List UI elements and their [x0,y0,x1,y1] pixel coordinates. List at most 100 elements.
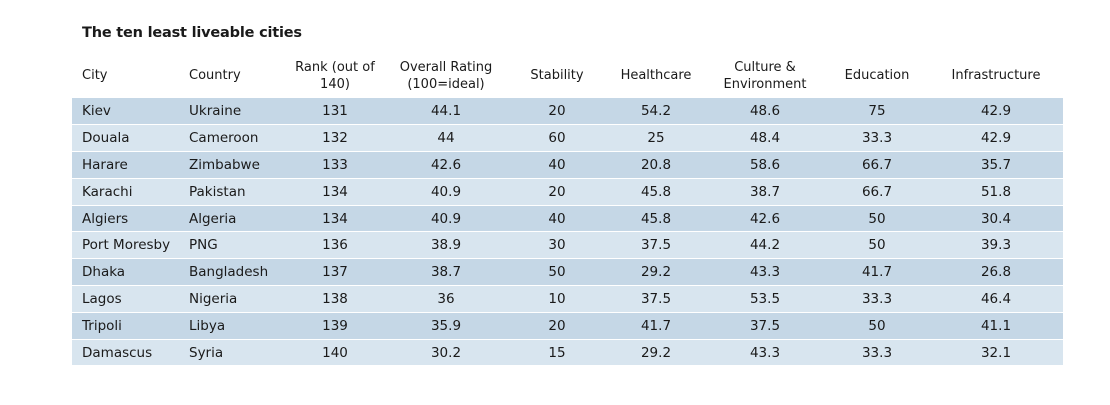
column-header-text: Stability [530,68,584,83]
table-cell-healthcare: 41.7 [607,312,705,340]
table-cell-culture-environment: 48.6 [705,98,825,126]
table-cell-city: Harare [72,151,179,179]
table-cell-city: Damascus [72,339,179,367]
table-cell-stability: 60 [507,124,607,153]
table-cell-overall-rating: 38.7 [385,258,507,287]
table-cell-country: Libya [179,312,285,340]
table-body: Kiev Ukraine 131 44.1 20 54.2 48.6 75 42.9 Douala… [72,98,1063,367]
table-cell-overall-rating: 44 [385,124,507,153]
table-row: Tripoli Libya 139 35.9 20 41.7 37.5 50 41.1 [72,312,1063,340]
table-cell-city: Douala [72,124,179,153]
table-cell-stability: 40 [507,151,607,179]
column-header-culture-environment: Culture & Environment [705,53,825,98]
table-row: Damascus Syria 140 30.2 15 29.2 43.3 33.3 32.1 [72,339,1063,367]
table-cell-country: Algeria [179,205,285,233]
table-cell-overall-rating: 40.9 [385,205,507,233]
table-cell-city: Dhaka [72,258,179,287]
table-cell-culture-environment: 38.7 [705,178,825,206]
table-cell-healthcare: 45.8 [607,205,705,233]
table-cell-healthcare: 45.8 [607,178,705,206]
table-cell-healthcare: 37.5 [607,285,705,313]
column-header-city: City [72,53,179,98]
table-cell-culture-environment: 48.4 [705,124,825,153]
cities-table: City Country Rank (out of 140) Overall Ratin… [72,53,1063,367]
table-cell-country: Bangladesh [179,258,285,287]
table-cell-infrastructure: 42.9 [929,124,1063,153]
table-cell-city: Lagos [72,285,179,313]
column-header-country: Country [179,53,285,98]
table-cell-country: Cameroon [179,124,285,153]
column-header-text: 140) [320,76,350,92]
table-cell-rank: 136 [285,231,385,260]
table-cell-infrastructure: 46.4 [929,285,1063,313]
table-cell-country: Pakistan [179,178,285,206]
table-cell-overall-rating: 35.9 [385,312,507,340]
column-header-text: Rank (out of [295,59,375,75]
table-cell-overall-rating: 38.9 [385,231,507,260]
table-row: Douala Cameroon 132 44 60 25 48.4 33.3 42.9 [72,124,1063,153]
table-cell-rank: 132 [285,124,385,153]
table-cell-stability: 20 [507,312,607,340]
column-header-text: Culture & [734,59,796,75]
table-cell-education: 41.7 [825,258,929,287]
table-cell-rank: 134 [285,205,385,233]
table-cell-city: Karachi [72,178,179,206]
table-cell-infrastructure: 51.8 [929,178,1063,206]
table-row: Port Moresby PNG 136 38.9 30 37.5 44.2 50 39.3 [72,231,1063,260]
table-cell-stability: 10 [507,285,607,313]
column-header-text: Environment [723,76,807,92]
table-cell-city: Tripoli [72,312,179,340]
chart-title: The ten least liveable cities [82,25,302,41]
column-header-infrastructure: Infrastructure [929,53,1063,98]
column-header-text: City [82,68,108,83]
table-cell-healthcare: 37.5 [607,231,705,260]
column-header-text: Country [189,68,241,83]
table-cell-rank: 131 [285,98,385,126]
table-cell-infrastructure: 35.7 [929,151,1063,179]
table-cell-stability: 40 [507,205,607,233]
column-header-text: Overall Rating [399,59,493,75]
table-cell-healthcare: 20.8 [607,151,705,179]
table-row: Algiers Algeria 134 40.9 40 45.8 42.6 50 30.4 [72,205,1063,233]
table-cell-stability: 20 [507,98,607,126]
table-cell-rank: 137 [285,258,385,287]
table-cell-culture-environment: 43.3 [705,339,825,367]
table-cell-healthcare: 25 [607,124,705,153]
table-cell-stability: 30 [507,231,607,260]
table-row: Harare Zimbabwe 133 42.6 40 20.8 58.6 66.7 35.7 [72,151,1063,179]
table-cell-overall-rating: 42.6 [385,151,507,179]
table-cell-rank: 138 [285,285,385,313]
column-header-education: Education [825,53,929,98]
table-cell-culture-environment: 43.3 [705,258,825,287]
column-header-healthcare: Healthcare [607,53,705,98]
table-cell-infrastructure: 39.3 [929,231,1063,260]
table-cell-overall-rating: 36 [385,285,507,313]
table-cell-culture-environment: 37.5 [705,312,825,340]
column-header-text: Education [844,68,910,83]
column-header-stability: Stability [507,53,607,98]
table-cell-overall-rating: 44.1 [385,98,507,126]
table-cell-culture-environment: 53.5 [705,285,825,313]
table-cell-stability: 20 [507,178,607,206]
table-cell-infrastructure: 32.1 [929,339,1063,367]
column-header-text: (100=ideal) [407,76,485,92]
table-cell-healthcare: 54.2 [607,98,705,126]
table-cell-stability: 50 [507,258,607,287]
table-cell-country: Nigeria [179,285,285,313]
table-cell-country: Zimbabwe [179,151,285,179]
column-header-text: Healthcare [620,68,692,83]
table-cell-education: 50 [825,205,929,233]
table-cell-infrastructure: 42.9 [929,98,1063,126]
table-cell-rank: 133 [285,151,385,179]
table-cell-infrastructure: 41.1 [929,312,1063,340]
table-cell-education: 66.7 [825,178,929,206]
table-cell-infrastructure: 26.8 [929,258,1063,287]
table-cell-city: Port Moresby [72,231,179,260]
table-row: Kiev Ukraine 131 44.1 20 54.2 48.6 75 42.9 [72,98,1063,126]
table-cell-education: 33.3 [825,339,929,367]
table-cell-infrastructure: 30.4 [929,205,1063,233]
table-cell-culture-environment: 42.6 [705,205,825,233]
column-header-overall-rating: Overall Rating (100=ideal) [385,53,507,98]
table-row: Dhaka Bangladesh 137 38.7 50 29.2 43.3 41.7 26.8 [72,258,1063,287]
table-cell-healthcare: 29.2 [607,258,705,287]
